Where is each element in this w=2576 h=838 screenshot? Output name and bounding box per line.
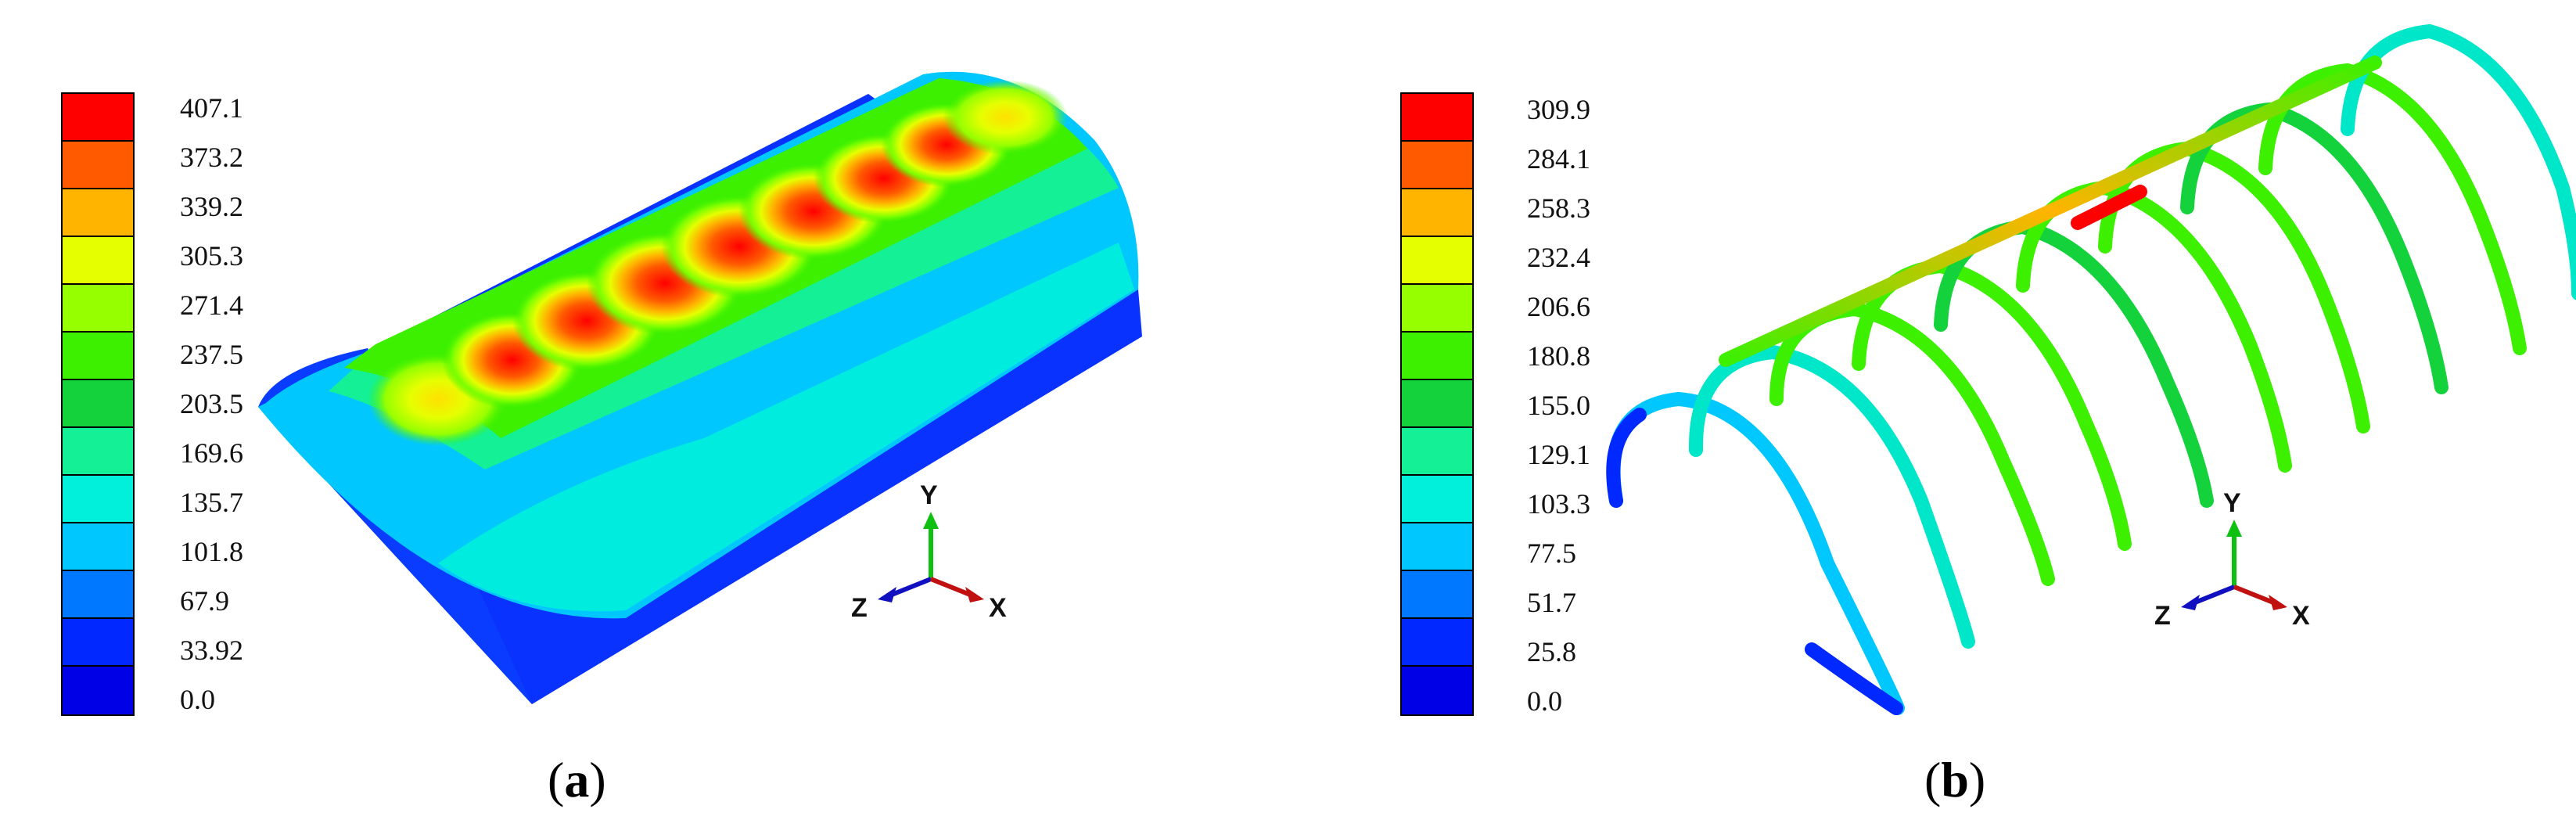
panel-a: 407.1 373.2 339.2 305.3 271.4 237.5 203.… (61, 71, 1142, 809)
legend-swatch (63, 428, 133, 476)
caption-paren: ( (548, 752, 565, 807)
x-axis-arrow (929, 577, 972, 597)
color-legend-a (61, 92, 135, 716)
legend-swatch (63, 285, 133, 333)
legend-swatch (63, 523, 133, 571)
legend-swatch (63, 189, 133, 237)
legend-tick: 101.8 (180, 536, 243, 567)
legend-swatch (1402, 523, 1472, 571)
caption-paren: ( (1924, 752, 1942, 807)
legend-tick: 180.8 (1527, 340, 1590, 372)
caption-a: (a) (548, 751, 606, 809)
z-axis-arrow (890, 577, 932, 597)
legend-tick: 237.5 (180, 339, 243, 370)
arch-rib-end (1805, 642, 1903, 715)
y-axis-label: Y (920, 480, 938, 510)
legend-swatch (63, 619, 133, 667)
z-arrow-head (878, 587, 896, 602)
legend-swatch (1402, 237, 1472, 285)
arch-rib (2180, 102, 2448, 394)
legend-tick: 0.0 (180, 684, 215, 715)
legend-swatch (1402, 476, 1472, 523)
arch-rib (1606, 391, 1905, 715)
legend-tick: 373.2 (180, 142, 243, 173)
legend-swatch (1402, 380, 1472, 428)
legend-tick: 129.1 (1527, 439, 1590, 470)
caption-letter: a (564, 752, 590, 807)
legend-tick: 284.1 (1527, 143, 1590, 174)
legend-tick: 339.2 (180, 191, 243, 222)
y-arrow-head (2226, 520, 2242, 537)
legend-tick: 271.4 (180, 290, 243, 321)
legend-tick: 407.1 (180, 92, 243, 124)
x-arrow-head (965, 587, 984, 602)
legend-tick: 232.4 (1527, 242, 1590, 273)
legend-swatch (63, 571, 133, 619)
legend-swatch (63, 476, 133, 523)
z-arrow-head (2181, 595, 2200, 610)
legend-tick: 0.0 (1527, 685, 1562, 717)
legend-swatch (63, 380, 133, 428)
contour-band (438, 243, 1134, 612)
ridge-beam (1719, 56, 2382, 367)
y-arrow-head (923, 512, 939, 529)
legend-swatch (1402, 619, 1472, 667)
arch-frame-model (1606, 23, 2576, 715)
arch-rib (1934, 219, 2214, 508)
caption-paren: ) (589, 752, 606, 807)
legend-tick: 25.8 (1527, 636, 1576, 667)
legend-tick: 135.7 (180, 487, 243, 518)
legend-swatch (1402, 333, 1472, 380)
x-axis-label: X (2292, 601, 2310, 631)
legend-swatch (63, 667, 133, 714)
x-axis-label: X (989, 593, 1007, 623)
caption-b: (b) (1924, 751, 1985, 809)
axis-triad-a: Y Z X (851, 480, 1007, 623)
z-axis-label: Z (2154, 601, 2171, 631)
legend-tick: 33.92 (180, 635, 243, 666)
caption-letter: b (1941, 752, 1969, 807)
arch-rib (1852, 258, 2132, 551)
panel-b: 309.9 284.1 258.3 232.4 206.6 180.8 155.… (1288, 0, 2576, 838)
legend-tick: 77.5 (1527, 538, 1576, 569)
x-axis-arrow (2233, 584, 2275, 605)
legend-swatch (1402, 667, 1472, 714)
legend-swatch (1402, 142, 1472, 189)
legend-swatch (1402, 285, 1472, 333)
axis-triad-b: Y Z X (2154, 488, 2310, 631)
legend-swatch (1402, 94, 1472, 142)
legend-swatch (1402, 428, 1472, 476)
arch-rib (1688, 344, 1975, 649)
legend-tick: 103.3 (1527, 488, 1590, 520)
legend-swatch (63, 237, 133, 285)
arch-rib-end (1606, 408, 1647, 508)
legend-swatch (63, 94, 133, 142)
arch-group (1606, 23, 2576, 715)
legend-tick: 155.0 (1527, 390, 1590, 421)
z-axis-label: Z (851, 593, 868, 623)
stress-contour-model (258, 71, 1142, 704)
legend-tick: 51.7 (1527, 587, 1576, 618)
legend-tick: 258.3 (1527, 192, 1590, 224)
arch-rib (2258, 63, 2527, 355)
legend-tick: 67.9 (180, 585, 229, 617)
legend-swatch (1402, 571, 1472, 619)
hot-spot (943, 80, 1068, 155)
y-axis-label: Y (2223, 488, 2241, 518)
legend-swatch (1402, 189, 1472, 237)
legend-swatch (63, 142, 133, 189)
legend-tick: 203.5 (180, 388, 243, 419)
legend-swatch (63, 333, 133, 380)
legend-tick: 305.3 (180, 240, 243, 272)
caption-paren: ) (1968, 752, 1986, 807)
legend-tick: 309.9 (1527, 94, 1590, 125)
x-arrow-head (2269, 595, 2287, 610)
color-legend-b (1400, 92, 1474, 716)
ridge-peak-stress (2071, 185, 2147, 230)
legend-tick: 169.6 (180, 437, 243, 469)
arch-rib (2016, 180, 2292, 473)
legend-tick: 206.6 (1527, 291, 1590, 322)
z-axis-arrow (2193, 584, 2236, 605)
